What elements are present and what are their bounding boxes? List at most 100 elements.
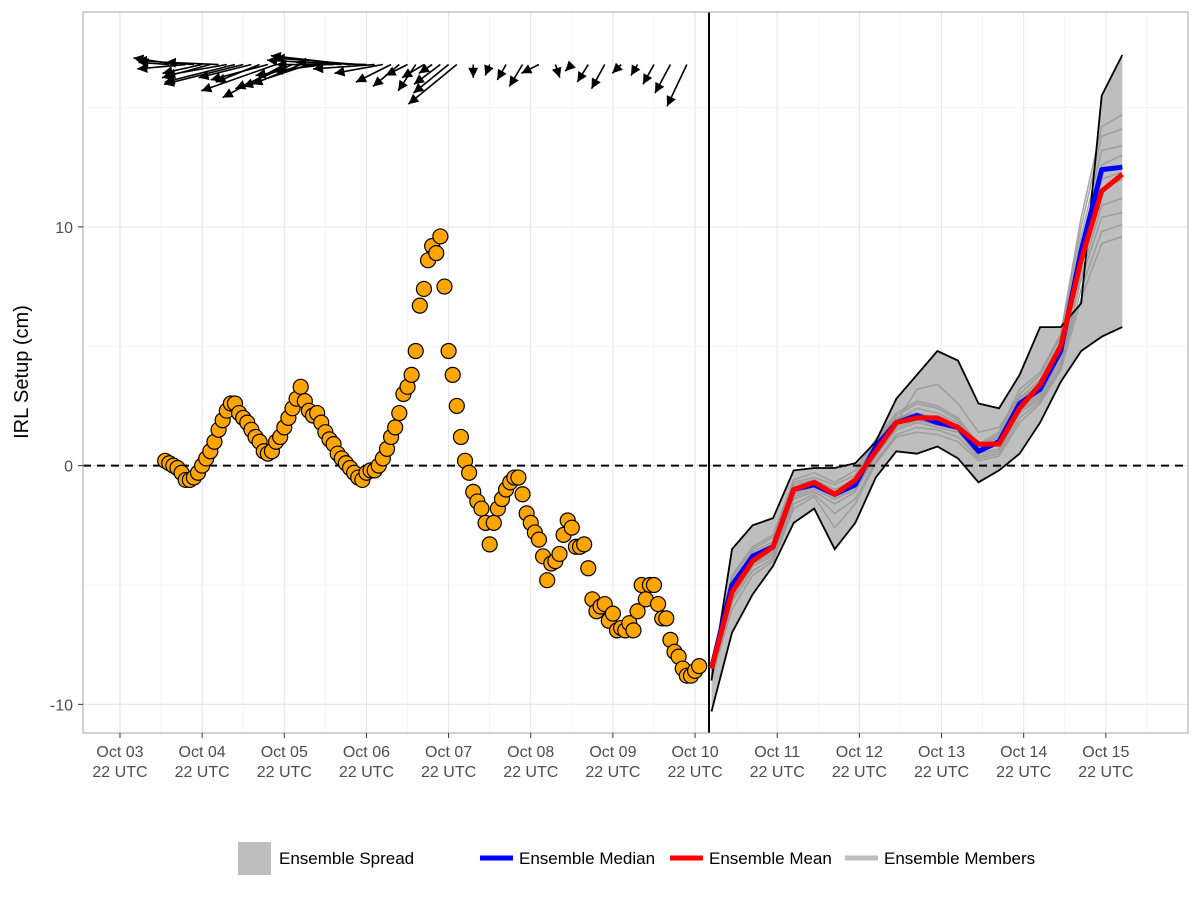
wind-arrow (334, 63, 384, 77)
observed-point (691, 658, 708, 675)
x-tick-label-date: Oct 09 (589, 744, 636, 761)
ensemble-lower-bound (710, 326, 1123, 712)
wind-arrow-head (210, 72, 222, 83)
wind-arrow-head (591, 77, 601, 89)
wind-arrow (508, 64, 524, 87)
wind-arrow-head (313, 63, 324, 74)
observed-point (407, 342, 424, 360)
x-tick-label-date: Oct 08 (507, 744, 554, 761)
wind-arrow-head (164, 77, 175, 87)
x-tick-label-time: 22 UTC (503, 764, 558, 781)
legend-label: Ensemble Members (884, 849, 1035, 868)
legend-label: Ensemble Spread (279, 849, 414, 868)
ensemble-spread (711, 55, 1123, 712)
y-axis-ticks: -10 0 10 (50, 220, 83, 714)
wind-arrow-head (655, 81, 665, 94)
wind-arrow-head (414, 74, 425, 85)
wind-arrow (521, 63, 540, 75)
observed-point (391, 404, 408, 422)
wind-arrow (611, 62, 623, 74)
wind-arrow (413, 63, 441, 85)
observed-point (576, 536, 593, 553)
observed-point (387, 419, 404, 436)
observed-point (461, 464, 478, 481)
wind-arrow-head (136, 55, 148, 66)
y-tick-label: 0 (64, 459, 73, 476)
observed-point (428, 245, 445, 262)
wind-arrow (137, 63, 186, 73)
observed-point (625, 622, 642, 639)
wind-arrow-shaft (312, 63, 375, 70)
observed-point (510, 469, 527, 486)
wind-arrow-head (385, 66, 397, 76)
ensemble-mean (709, 172, 1124, 670)
legend-item: Ensemble Spread (238, 842, 414, 875)
observed-point (649, 595, 667, 613)
x-tick-label-date: Oct 12 (836, 744, 883, 761)
y-axis-title: IRL Setup (cm) (11, 305, 33, 439)
wind-arrow-head (521, 64, 533, 74)
x-tick-label-time: 22 UTC (175, 764, 230, 781)
wind-arrow (296, 57, 367, 68)
x-tick-label-time: 22 UTC (668, 764, 723, 781)
wind-arrow-head (551, 66, 562, 78)
x-tick-label-time: 22 UTC (257, 764, 312, 781)
observed-point (448, 397, 465, 415)
wind-arrow-head (577, 71, 587, 83)
x-tick-label-date: Oct 03 (96, 744, 143, 761)
observed-point (514, 486, 531, 503)
wind-arrow-head (201, 82, 213, 93)
x-tick-label-time: 22 UTC (421, 764, 476, 781)
observed-point (530, 531, 548, 548)
wind-arrow-head (643, 73, 653, 85)
wind-arrow-head (334, 66, 346, 77)
wind-arrow-head (198, 70, 210, 81)
wind-arrow-head (612, 62, 623, 74)
wind-arrow-shaft (296, 61, 367, 66)
ensemble-spread-area (711, 55, 1123, 712)
wind-arrow (418, 63, 433, 74)
observed-point (563, 519, 580, 536)
legend-item: Ensemble Mean (670, 849, 832, 868)
wind-arrow (551, 64, 562, 78)
legend-label: Ensemble Mean (709, 849, 832, 868)
observed-point (473, 500, 490, 517)
wind-arrow-head (372, 76, 384, 87)
x-tick-label-time: 22 UTC (750, 764, 805, 781)
wind-arrow (666, 64, 688, 107)
observed-point (629, 603, 646, 620)
x-tick-label-time: 22 UTC (832, 764, 887, 781)
wind-arrow-shaft (201, 63, 277, 92)
x-tick-label-time: 22 UTC (914, 764, 969, 781)
legend-key-fill (238, 842, 271, 875)
x-tick-label-time: 22 UTC (996, 764, 1051, 781)
x-tick-label-date: Oct 07 (425, 744, 472, 761)
x-tick-label-date: Oct 11 (754, 744, 800, 761)
y-tick-label: 10 (55, 220, 73, 237)
wind-arrow (397, 64, 417, 92)
x-tick-label-date: Oct 05 (261, 744, 308, 761)
observed-point (604, 605, 622, 622)
wind-arrow-head (222, 88, 234, 98)
wind-arrow-head (165, 57, 176, 68)
wind-arrow (165, 57, 219, 68)
wind-arrow (401, 63, 425, 79)
wind-arrow-head (408, 93, 420, 105)
x-tick-label-time: 22 UTC (1078, 764, 1133, 781)
legend-label: Ensemble Median (519, 849, 655, 868)
observed-point (403, 366, 420, 383)
wind-arrow (412, 63, 450, 94)
legend-item: Ensemble Median (480, 849, 655, 868)
wind-arrow-head (484, 64, 494, 76)
observed-point (440, 342, 457, 360)
wind-arrow (590, 64, 606, 90)
wind-arrow-head (413, 82, 425, 94)
ensemble-member-line (710, 128, 1123, 664)
observed-point (551, 545, 568, 563)
x-tick-label-date: Oct 06 (343, 744, 390, 761)
wind-arrow-head (509, 75, 519, 87)
observed-point (645, 576, 663, 594)
observed-point (411, 297, 428, 314)
wind-arrow-head (272, 64, 284, 75)
